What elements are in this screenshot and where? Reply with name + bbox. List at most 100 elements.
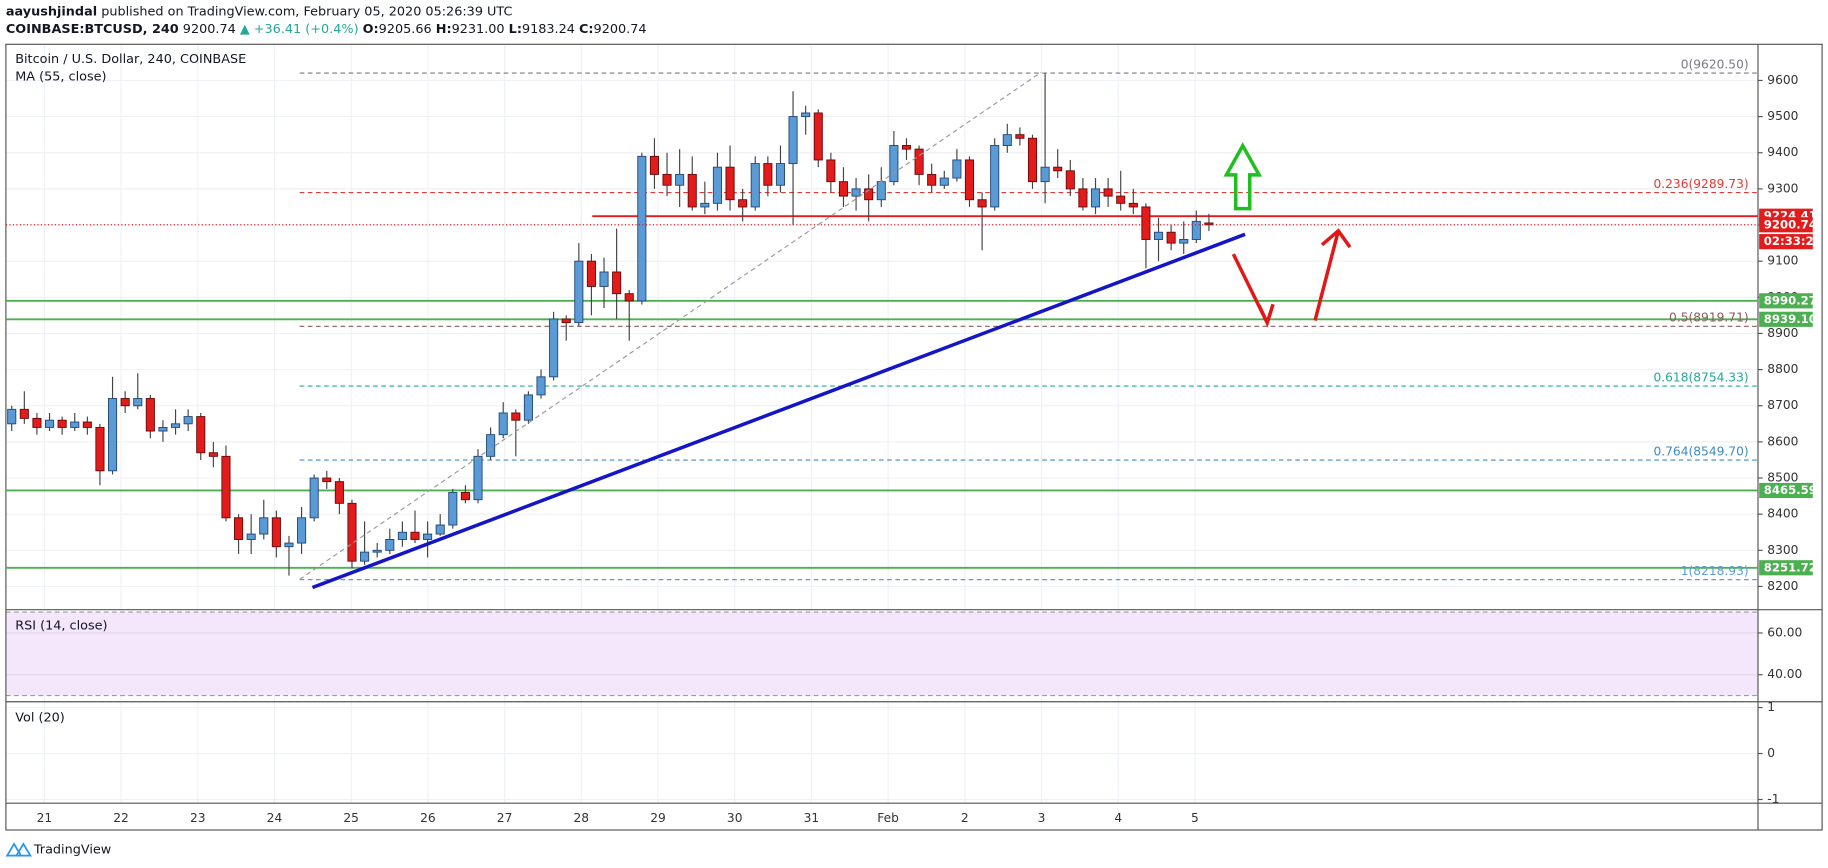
- candle-body: [1128, 202, 1138, 208]
- candle-body: [1053, 166, 1063, 172]
- fib-label: 0(9620.50): [1681, 57, 1749, 71]
- candle-body: [423, 533, 433, 540]
- x-tick-label: 25: [343, 811, 359, 825]
- candle-body: [775, 163, 786, 186]
- price-label: 8939.10: [1764, 312, 1817, 326]
- indicator: MA (55, close): [15, 69, 106, 84]
- watermark: TradingView: [33, 842, 111, 857]
- candle-body: [1002, 134, 1012, 146]
- y-tick-label: -1: [1767, 792, 1779, 806]
- candle-body: [813, 112, 823, 161]
- ohlc-key: L:: [509, 22, 522, 37]
- candle-body: [234, 517, 244, 540]
- trend-line: [311, 232, 1246, 590]
- candle-body: [649, 155, 659, 175]
- candle-body: [183, 416, 193, 425]
- price-label-box: [1759, 293, 1813, 309]
- candle-body: [864, 188, 874, 201]
- candle-body: [448, 492, 458, 526]
- green-arrow: [1223, 142, 1263, 211]
- vol-title: Vol (20): [15, 711, 65, 726]
- candle-body: [574, 260, 584, 324]
- rsi-title: RSI (14, close): [15, 618, 107, 633]
- candle-body: [297, 517, 307, 544]
- ohlc-key: H:: [436, 22, 452, 37]
- candle-body: [990, 145, 1000, 208]
- candle-body: [1191, 220, 1201, 240]
- y-tick-label: 8300: [1767, 543, 1798, 557]
- candle-body: [120, 398, 130, 407]
- candle-body: [246, 533, 256, 540]
- candle-body: [1027, 137, 1038, 183]
- candle-body: [385, 539, 395, 551]
- countdown-box: [1759, 234, 1813, 250]
- frame: [5, 43, 1823, 831]
- rsi-band: [5, 612, 1758, 696]
- x-tick-label: 22: [113, 811, 129, 825]
- candle-body: [372, 549, 382, 553]
- candle-body: [675, 173, 685, 186]
- y-tick-label: 8800: [1767, 362, 1798, 376]
- x-tick-label: 30: [727, 811, 743, 825]
- y-tick-label: 8700: [1767, 398, 1798, 412]
- candle-body: [435, 524, 445, 535]
- last: 9200.74: [183, 22, 236, 37]
- y-tick-label: 9400: [1767, 145, 1798, 159]
- y-tick-label: 9600: [1767, 73, 1798, 87]
- candle-body: [1179, 239, 1189, 244]
- fib-trend: [299, 71, 1042, 580]
- candle-body: [1141, 206, 1151, 240]
- candle-body: [561, 318, 571, 324]
- quote-line: COINBASE:BTCUSD, 240 9200.74 ▲ +36.41 (+…: [6, 22, 647, 37]
- y-tick-label: 8900: [1767, 326, 1798, 340]
- candle-body: [196, 416, 206, 454]
- price-label: 8251.72: [1764, 560, 1817, 574]
- candle-body: [788, 116, 798, 165]
- candle-body: [19, 408, 29, 419]
- candle-body: [763, 163, 773, 186]
- candle-body: [725, 166, 735, 201]
- candle-body: [523, 394, 533, 421]
- candle-body: [687, 173, 697, 208]
- ohlc-value: 9205.66: [379, 22, 432, 37]
- published: published on TradingView.com, February 0…: [101, 4, 512, 19]
- x-tick-label: 2: [961, 811, 969, 825]
- candle-body: [145, 398, 155, 432]
- candle-body: [7, 408, 17, 425]
- x-tick-label: 26: [420, 811, 436, 825]
- ohlc-value: 9200.74: [594, 22, 647, 37]
- candle-body: [1116, 195, 1126, 204]
- chart-title: Bitcoin / U.S. Dollar, 240, COINBASE: [15, 52, 246, 67]
- candle-body: [901, 145, 912, 150]
- y-tick-label: 9500: [1767, 109, 1798, 123]
- candle-body: [473, 455, 483, 501]
- fib-label: 1(8218.93): [1681, 564, 1749, 578]
- candle-body: [32, 417, 42, 428]
- candle-body: [750, 163, 760, 208]
- ohlc-value: 9183.24: [522, 22, 575, 37]
- change: ▲ +36.41 (+0.4%): [240, 22, 359, 37]
- ohlc-key: O:: [363, 22, 379, 37]
- publish-line: aayushjindal published on TradingView.co…: [6, 4, 513, 19]
- price-label-box: [1759, 560, 1813, 576]
- price-label-box: [1759, 311, 1813, 327]
- candle-body: [876, 181, 886, 201]
- candle-body: [410, 531, 420, 540]
- x-tick-label: 31: [804, 811, 820, 825]
- y-tick-label: 40.00: [1767, 667, 1802, 681]
- candle-body: [82, 421, 92, 428]
- candle-body: [964, 159, 975, 201]
- fib-label: 0.5(8919.71): [1669, 311, 1749, 325]
- candle-body: [599, 271, 609, 287]
- candle-body: [952, 159, 962, 179]
- candle-body: [271, 517, 281, 548]
- candle-body: [221, 455, 231, 519]
- y-tick-label: 9300: [1767, 181, 1798, 195]
- candle-body: [1166, 231, 1176, 244]
- candle-body: [158, 426, 168, 432]
- candle-body: [624, 293, 634, 302]
- logo: [5, 842, 32, 857]
- candle-body: [1103, 188, 1113, 197]
- candle-body: [637, 155, 647, 302]
